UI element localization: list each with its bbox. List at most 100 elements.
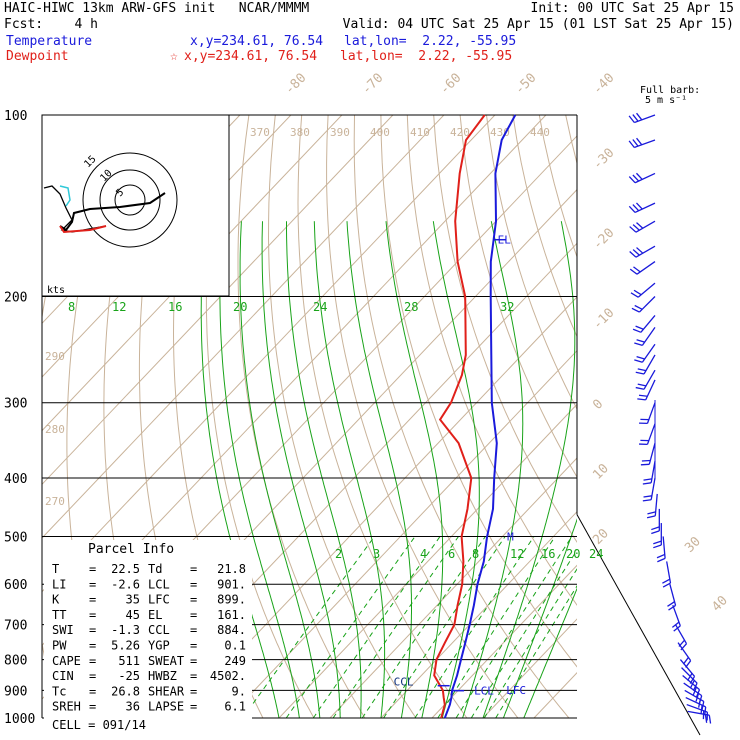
moist-adiabat-line [502, 518, 577, 719]
dry-adiabat-line [592, 115, 740, 718]
wind-barb-feather [634, 342, 643, 347]
parcel-equals: = [190, 700, 197, 714]
wind-barb-feather [636, 355, 645, 360]
wind-barb-feather [628, 176, 636, 184]
wind-barb-feather [656, 553, 666, 559]
parcel-key: T [52, 562, 59, 576]
parcel-value: 45 [126, 608, 140, 622]
mixing-ratio-label: 4 [420, 547, 427, 561]
parcel-equals: = [190, 593, 197, 607]
dry-adiabat-line [297, 115, 468, 719]
wind-barb-feather [632, 139, 639, 147]
parcel-key: LAPSE [148, 700, 184, 714]
parcel-key: SWEAT [148, 654, 184, 668]
dry-adiabat-line [459, 115, 577, 478]
wind-barb-feather [657, 557, 666, 563]
dewpoint-latlon: lat,lon= 2.22, -55.95 [340, 49, 513, 64]
mixing-ratio-label: 16 [168, 300, 182, 314]
wind-barb-feather [653, 540, 662, 545]
hodograph-trace-top [59, 185, 71, 207]
barb-legend-line1: Full barb: [640, 85, 701, 96]
mixing-ratio-line [470, 549, 577, 719]
parcel-value: 899. [217, 593, 246, 607]
isotherm-label: -50 [512, 71, 539, 98]
hodograph-ring [114, 184, 146, 216]
isotherm-line [42, 115, 496, 593]
wind-barb-feather [653, 544, 662, 549]
parcel-equals: = [89, 669, 96, 683]
mixing-ratio-line [312, 536, 441, 719]
parcel-equals: = [89, 684, 96, 698]
wind-barb-feather [646, 515, 656, 519]
wind-barb-feather [635, 172, 643, 180]
theta-label: 390 [330, 126, 350, 139]
isotherm-line [278, 403, 577, 719]
isotherm-label: 0 [590, 397, 606, 413]
wind-barb-feather [638, 394, 648, 397]
parcel-value: 5.26 [111, 639, 140, 653]
isotherm-line [431, 564, 577, 719]
parcel-key: K [52, 593, 60, 607]
wind-barb-feather [633, 289, 642, 296]
parcel-value: 4502. [210, 669, 246, 683]
parcel-equals: = [89, 608, 96, 622]
wind-barb-feather [633, 266, 641, 273]
hodograph-trace-upper [59, 192, 166, 232]
dry-adiabat-line [671, 115, 740, 718]
wind-barb-feather [635, 386, 645, 390]
wind-barb-feather [628, 205, 636, 213]
parcel-key: Td [148, 562, 162, 576]
wind-barb-feather [632, 174, 640, 182]
parcel-equals: = [190, 639, 197, 653]
parcel-value: -1.3 [111, 623, 140, 637]
isotherm-label: 30 [682, 534, 704, 556]
parcel-key: CCL [148, 623, 170, 637]
model-title: HAIC-HIWC 13km ARW-GFS init NCAR/MMMM [4, 1, 310, 16]
wind-barb-feather [636, 247, 644, 254]
dry-adiabat-line [486, 115, 577, 411]
mixing-ratio-line [242, 536, 375, 719]
wind-barb-feather [668, 604, 676, 611]
wind-barb-feather [704, 714, 708, 723]
parcel-key: EL [148, 608, 162, 622]
barb-legend-line2: 5 m s⁻¹ [645, 95, 688, 106]
wind-barb-feather [662, 582, 671, 588]
parcel-cell: CELL = 091/14 [52, 718, 146, 732]
dewpoint-xy: x,y=234.61, 76.54 [184, 49, 318, 64]
wind-barb-feather [634, 359, 643, 363]
wind-barb-feather [642, 499, 652, 502]
parcel-value: 26.8 [111, 684, 140, 698]
wind-barb-feather [708, 715, 712, 724]
wind-barb-feather [628, 140, 635, 148]
wind-barb-feather [651, 530, 660, 535]
theta-label: 400 [370, 126, 390, 139]
pressure-tick-label: 400 [4, 472, 27, 487]
dry-adiabat-line [645, 115, 740, 718]
parcel-equals: = [89, 577, 96, 591]
wind-barb-feather [636, 137, 643, 146]
parcel-value: 511 [118, 654, 140, 668]
pressure-tick-label: 600 [4, 578, 27, 593]
wind-barb-feather [637, 398, 646, 401]
theta-label: 280 [45, 423, 65, 436]
hodograph-ring [99, 169, 161, 231]
dewpoint-trace [433, 114, 486, 719]
temperature-xy: x,y=234.61, 76.54 [190, 34, 324, 49]
dry-adiabat-line [433, 115, 577, 543]
hodograph-units-label: kts [47, 285, 65, 296]
parcel-key: LI [52, 577, 66, 591]
theta-label: 270 [45, 495, 65, 508]
mixing-ratio-label: 24 [313, 300, 327, 314]
parcel-value: 884. [217, 623, 246, 637]
isotherm-label: -60 [437, 71, 464, 98]
parcel-equals: = [89, 700, 96, 714]
theta-label: 370 [250, 126, 270, 139]
parcel-key: YGP [148, 639, 170, 653]
valid-time: Valid: 04 UTC Sat 25 Apr 15 (01 LST Sat … [342, 17, 734, 32]
parcel-key: CAPE [52, 654, 81, 668]
wind-barb-feather [632, 249, 640, 256]
mixing-ratio-lines [242, 536, 577, 719]
parcel-value: 9. [232, 684, 246, 698]
